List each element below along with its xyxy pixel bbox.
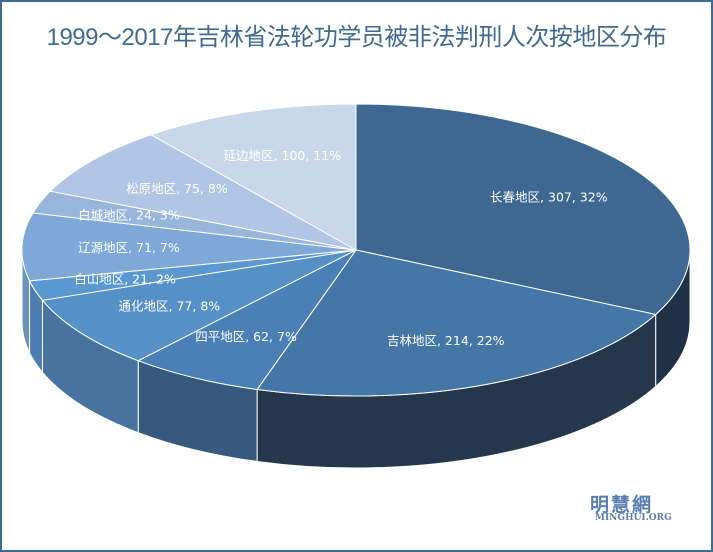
pie-slice-8 xyxy=(149,103,357,251)
data-label-6: 白城地区, 24, 3% xyxy=(78,207,180,222)
chart-title: 1999～2017年吉林省法轮功学员被非法判刑人次按地区分布 xyxy=(46,24,667,51)
pie-slice-7 xyxy=(49,134,357,251)
pie-slice-0 xyxy=(355,103,691,316)
pie-slice-5 xyxy=(21,212,357,282)
data-label-0: 长春地区, 307, 32% xyxy=(490,190,608,205)
data-label-3: 通化地区, 77, 8% xyxy=(119,299,221,314)
pie-slice-3 xyxy=(41,249,357,362)
watermark-url: MINGHUI.ORG xyxy=(595,513,672,523)
data-label-2: 四平地区, 62, 7% xyxy=(195,329,297,344)
watermark-logo: 明慧網 xyxy=(590,494,654,516)
pie-slice-2 xyxy=(136,249,357,390)
data-label-4: 白山地区, 21, 2% xyxy=(74,271,176,286)
data-label-8: 延边地区, 100, 11% xyxy=(224,148,342,163)
pie-slice-1 xyxy=(256,249,657,397)
data-label-1: 吉林地区, 214, 22% xyxy=(387,333,505,348)
data-label-7: 松原地区, 75, 8% xyxy=(126,181,228,196)
data-label-5: 辽源地区, 71, 7% xyxy=(78,240,180,255)
